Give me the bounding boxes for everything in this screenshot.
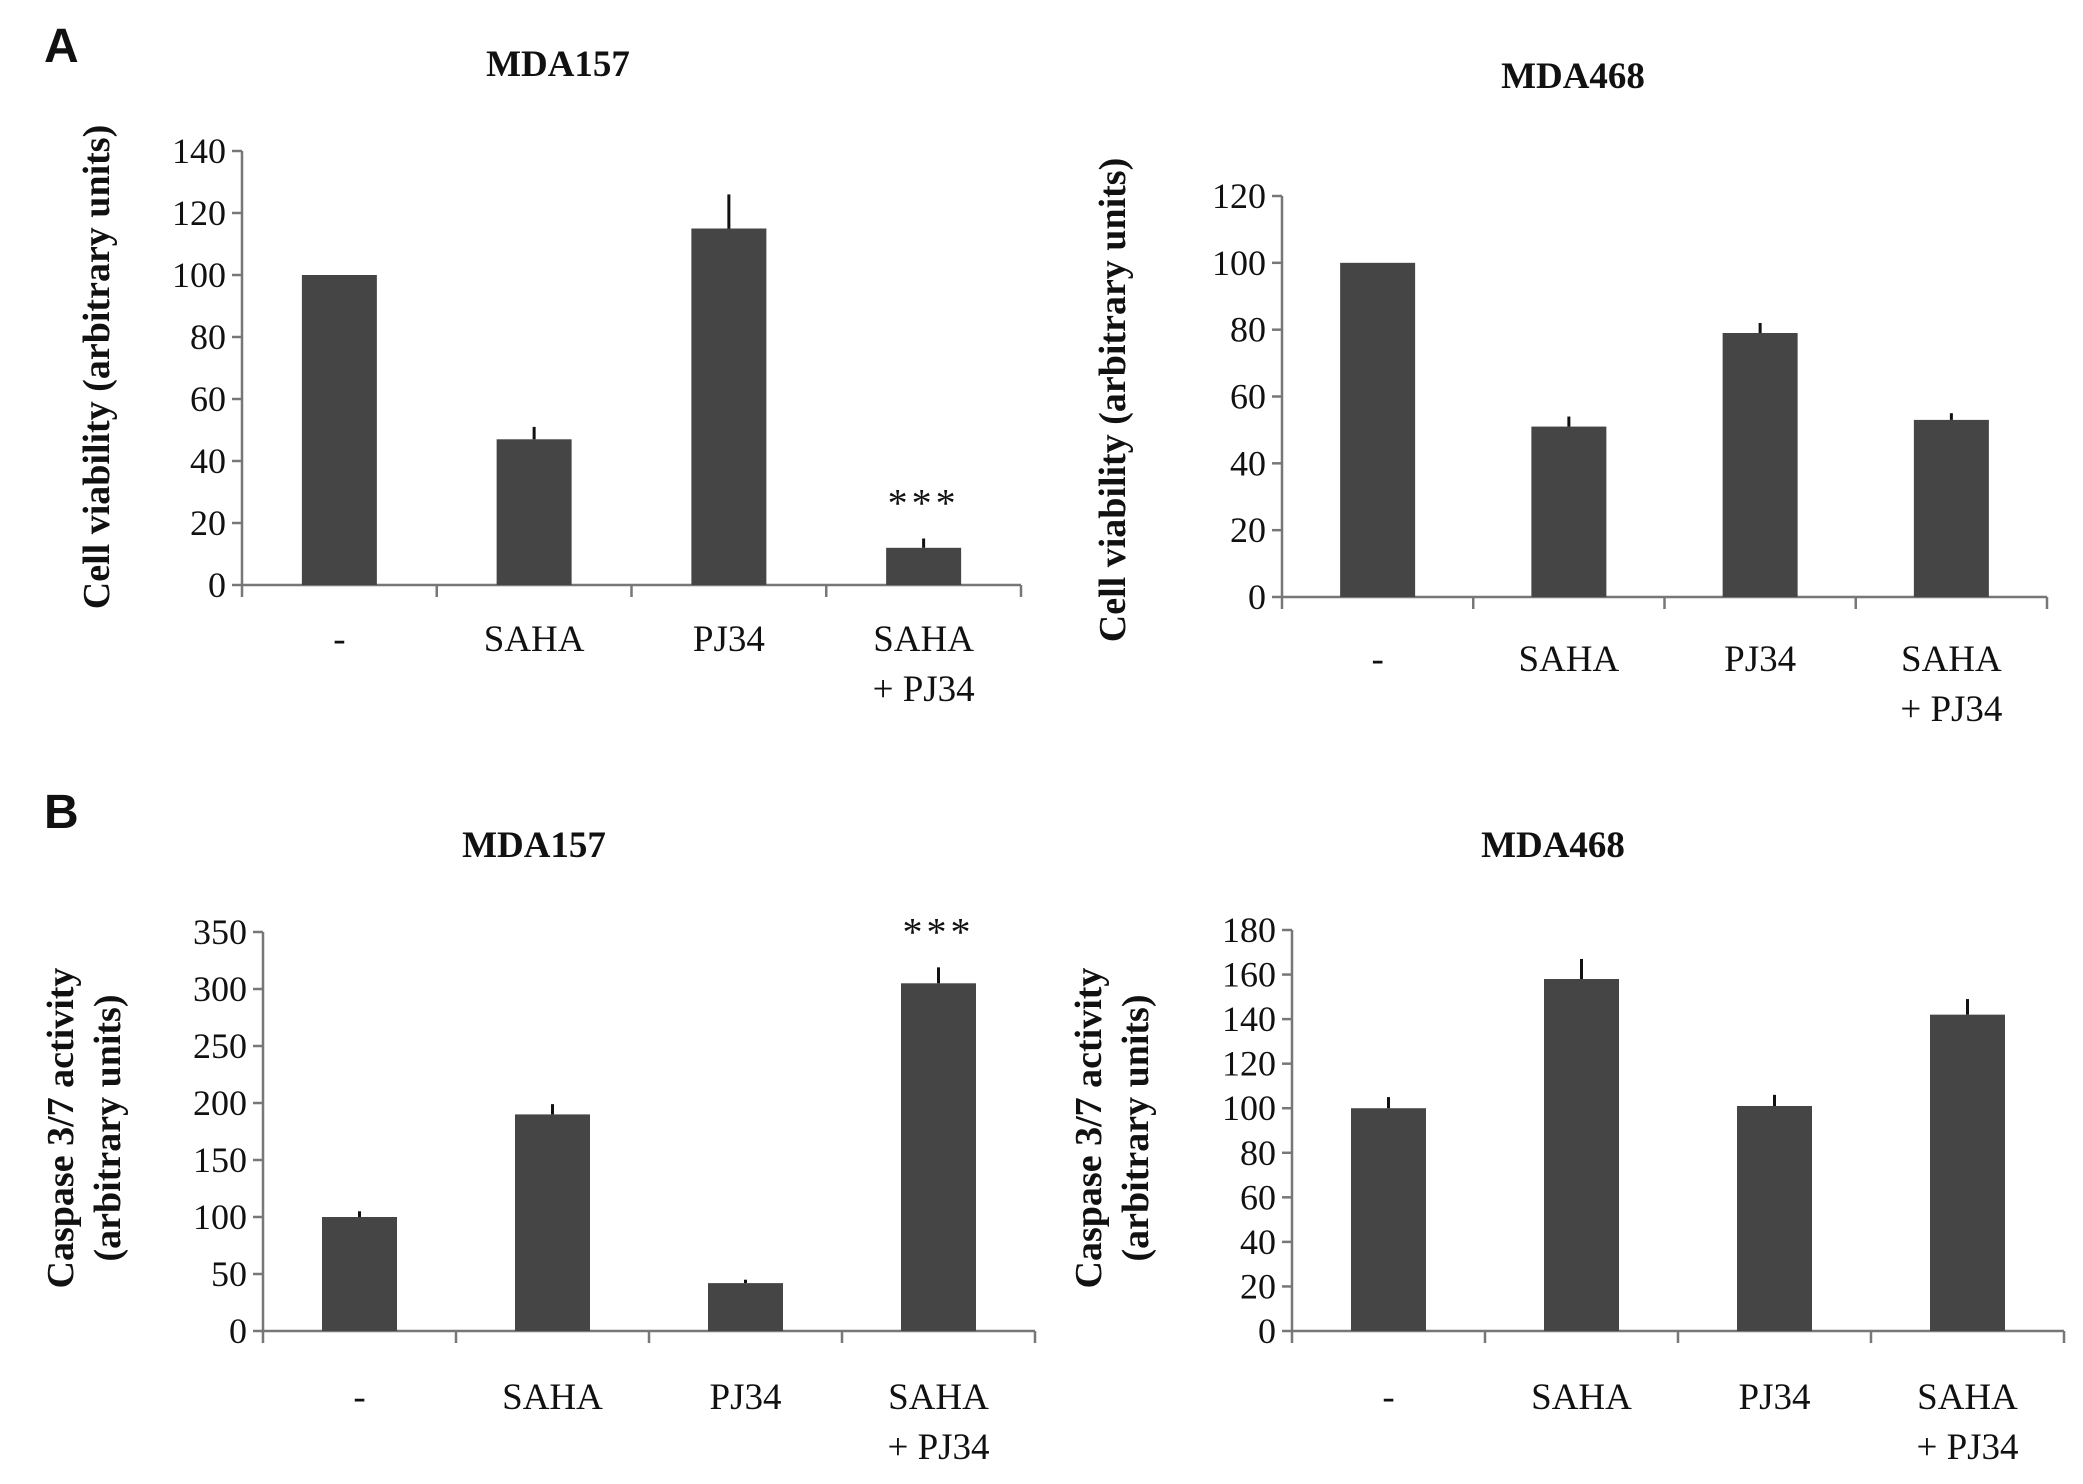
y-axis-label: Caspase 3/7 activity	[40, 968, 82, 1289]
y-tick-label: 60	[190, 379, 226, 419]
x-category-label: + PJ34	[887, 1427, 989, 1468]
bar	[1722, 333, 1798, 597]
x-category-label: + PJ34	[873, 669, 975, 710]
bar	[1913, 419, 1989, 597]
y-tick-label: 120	[172, 193, 226, 233]
panel-label-b: B	[44, 786, 79, 839]
x-category-label: SAHA	[502, 1377, 603, 1418]
bar	[301, 275, 377, 585]
x-category-label: PJ34	[1724, 639, 1796, 680]
chart-title: MDA157	[486, 44, 630, 85]
y-tick-label: 0	[229, 1311, 247, 1351]
bar	[515, 1114, 590, 1331]
bar	[886, 547, 962, 585]
y-tick-label: 100	[172, 255, 226, 295]
y-tick-label: 40	[190, 441, 226, 481]
y-tick-label: 60	[1240, 1177, 1276, 1217]
y-tick-label: 80	[190, 317, 226, 357]
bar	[322, 1217, 397, 1331]
y-tick-label: 20	[190, 503, 226, 543]
bar	[1737, 1105, 1812, 1331]
bar	[1930, 1014, 2005, 1331]
y-axis-label: (arbitrary units)	[1115, 994, 1157, 1261]
y-tick-label: 140	[172, 131, 226, 171]
bar	[1340, 262, 1416, 597]
y-tick-label: 50	[211, 1254, 247, 1294]
x-category-label: SAHA	[888, 1377, 989, 1418]
y-tick-label: 80	[1230, 310, 1266, 350]
y-axis-label: (arbitrary units)	[87, 994, 129, 1261]
x-category-label: PJ34	[693, 619, 765, 660]
bar	[496, 439, 572, 585]
x-category-label: SAHA	[1917, 1377, 2018, 1418]
y-tick-label: 0	[1258, 1311, 1276, 1351]
y-tick-label: 40	[1240, 1222, 1276, 1262]
significance-marker: ***	[903, 909, 975, 954]
bar	[708, 1283, 783, 1331]
bar	[1531, 426, 1607, 597]
x-category-label: + PJ34	[1900, 689, 2002, 730]
y-tick-label: 60	[1230, 377, 1266, 417]
y-tick-label: 80	[1240, 1133, 1276, 1173]
y-tick-label: 200	[193, 1083, 247, 1123]
bar	[1351, 1108, 1426, 1331]
x-category-label: SAHA	[1901, 639, 2002, 680]
y-tick-label: 100	[193, 1197, 247, 1237]
chart-title: MDA468	[1501, 56, 1645, 97]
y-tick-label: 0	[208, 565, 226, 605]
x-category-label: SAHA	[484, 619, 585, 660]
panel-label-a: A	[44, 20, 79, 73]
x-category-label: + PJ34	[1916, 1427, 2018, 1468]
y-axis-label: Cell viability (arbitrary units)	[76, 125, 118, 609]
x-category-label: SAHA	[873, 619, 974, 660]
bar	[691, 228, 767, 585]
y-tick-label: 180	[1222, 910, 1276, 950]
chart-title: MDA157	[462, 825, 606, 866]
x-category-label: -	[333, 619, 345, 660]
x-category-label: -	[1371, 639, 1383, 680]
y-tick-label: 20	[1240, 1266, 1276, 1306]
y-tick-label: 120	[1212, 176, 1266, 216]
x-category-label: -	[353, 1377, 365, 1418]
x-category-label: -	[1382, 1377, 1394, 1418]
chart-title: MDA468	[1481, 825, 1625, 866]
bar	[1544, 979, 1619, 1331]
y-tick-label: 140	[1222, 999, 1276, 1039]
y-tick-label: 300	[193, 969, 247, 1009]
x-category-label: PJ34	[1739, 1377, 1811, 1418]
y-tick-label: 100	[1222, 1088, 1276, 1128]
bar	[901, 983, 976, 1331]
y-tick-label: 0	[1248, 577, 1266, 617]
y-axis-label: Caspase 3/7 activity	[1068, 968, 1110, 1289]
y-tick-label: 250	[193, 1026, 247, 1066]
x-category-label: SAHA	[1519, 639, 1620, 680]
x-category-label: SAHA	[1531, 1377, 1632, 1418]
y-tick-label: 20	[1230, 510, 1266, 550]
y-axis-label: Cell viability (arbitrary units)	[1092, 158, 1134, 642]
y-tick-label: 160	[1222, 955, 1276, 995]
significance-marker: ***	[888, 481, 960, 526]
y-tick-label: 350	[193, 912, 247, 952]
y-tick-label: 120	[1222, 1044, 1276, 1084]
y-tick-label: 40	[1230, 443, 1266, 483]
x-category-label: PJ34	[710, 1377, 782, 1418]
y-tick-label: 150	[193, 1140, 247, 1180]
y-tick-label: 100	[1212, 243, 1266, 283]
